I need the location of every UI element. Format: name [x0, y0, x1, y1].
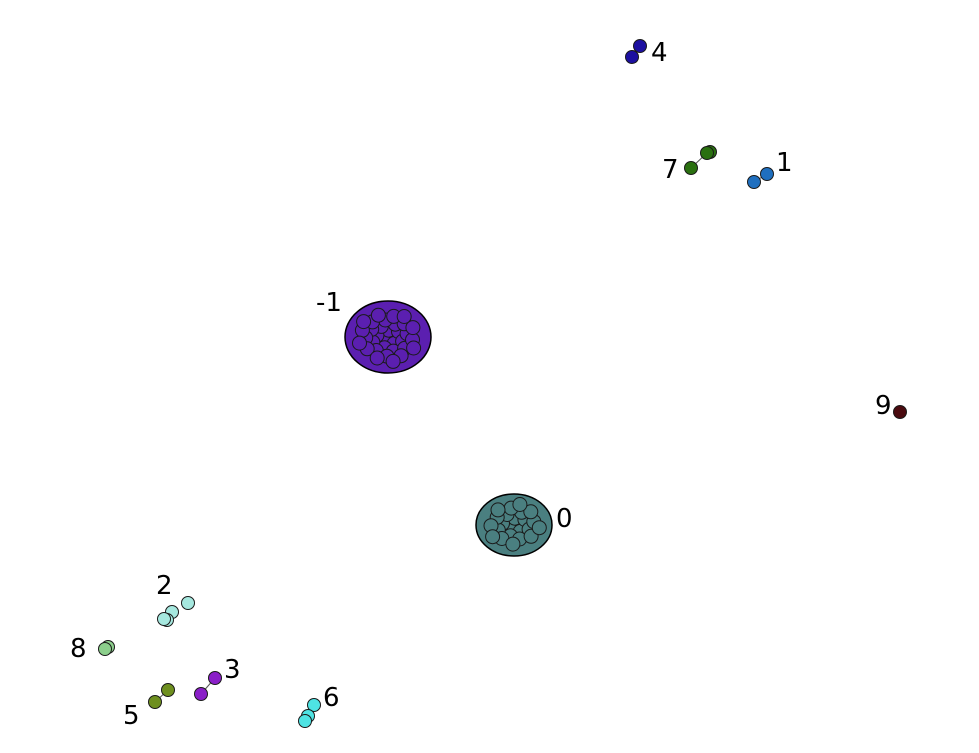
cluster-0-label: 0 — [556, 504, 573, 534]
cluster-9-label: 9 — [875, 391, 892, 421]
cluster-1: 1 — [747, 148, 793, 189]
cluster-neg1: -1 — [316, 288, 432, 374]
cluster-neg1-label: -1 — [316, 288, 342, 318]
cluster-1-node — [760, 167, 774, 181]
cluster-9-node — [893, 405, 907, 419]
cluster-2-node — [181, 596, 195, 610]
cluster-0-node — [512, 497, 528, 512]
cluster-2: 2 — [156, 571, 195, 627]
cluster-8-label: 8 — [70, 634, 87, 664]
cluster-neg1-node — [370, 307, 386, 323]
cluster-7-node — [684, 161, 698, 175]
cluster-6-node — [307, 698, 321, 712]
cluster-3-node — [208, 671, 222, 685]
cluster-5-label: 5 — [123, 701, 140, 731]
cluster-5-node — [148, 695, 162, 709]
cluster-8-node — [98, 642, 112, 656]
cluster-neg1-node — [396, 309, 412, 324]
cluster-neg1-node — [369, 350, 385, 366]
cluster-4: 4 — [625, 38, 668, 68]
cluster-9: 9 — [875, 391, 907, 421]
cluster-0-nodes — [483, 497, 547, 552]
cluster-0-node — [505, 536, 521, 552]
cluster-neg1-node — [356, 314, 372, 330]
cluster-7-label: 7 — [662, 155, 679, 185]
cluster-3-label: 3 — [224, 655, 241, 685]
cluster-6-label: 6 — [323, 683, 340, 713]
cluster-neg1-node — [352, 335, 367, 351]
cluster-6-node — [298, 714, 312, 728]
cluster-neg1-node — [405, 320, 421, 336]
cluster-2-label: 2 — [156, 571, 173, 601]
cluster-0-node — [531, 520, 547, 536]
cluster-neg1-node — [406, 340, 422, 356]
cluster-0-node — [523, 504, 539, 520]
cluster-4-label: 4 — [651, 38, 668, 68]
cluster-1-node — [747, 175, 761, 189]
cluster-3-node — [194, 687, 208, 701]
cluster-neg1-node — [385, 353, 401, 369]
cluster-neg1-nodes — [352, 307, 422, 369]
cluster-0-node — [490, 502, 506, 518]
cluster-8: 8 — [70, 634, 115, 664]
cluster-2-node — [157, 612, 171, 626]
cluster-5-node — [161, 683, 175, 697]
cluster-1-label: 1 — [776, 148, 793, 178]
cluster-3: 3 — [194, 655, 241, 701]
cluster-5: 5 — [123, 683, 175, 731]
cluster-7-node — [700, 146, 714, 160]
cluster-6: 6 — [298, 683, 340, 728]
cluster-4-node — [625, 50, 639, 64]
cluster-0: 0 — [475, 493, 573, 557]
cluster-0-node — [485, 529, 501, 545]
cluster-7: 7 — [662, 145, 717, 185]
cluster-4-node — [633, 39, 647, 53]
